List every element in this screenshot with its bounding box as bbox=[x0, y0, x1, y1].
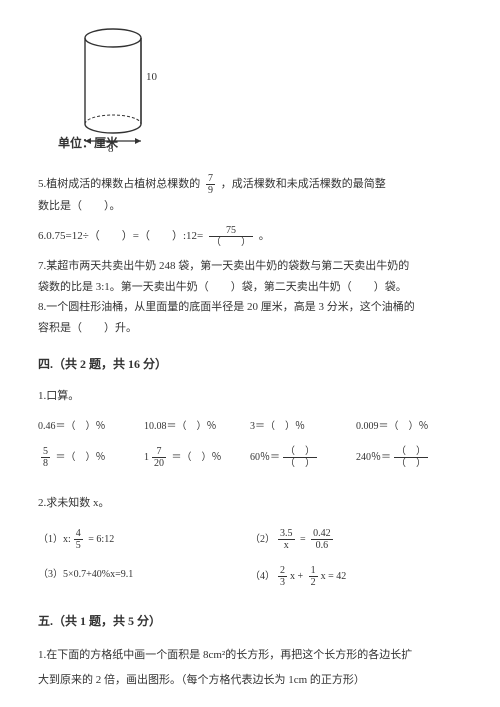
calc-row-2: 5 8 ＝（ ）％ 1 7 20 ＝（ ）％ 60％＝ （ ） （ ） 240％… bbox=[38, 446, 462, 469]
q6-fraction: 75 （ ） bbox=[209, 225, 253, 248]
unit-label: 单位：厘米 bbox=[58, 132, 462, 155]
frac-blank: （ ） （ ） bbox=[394, 446, 428, 469]
frac-5-8: 5 8 bbox=[41, 446, 50, 469]
q6-pre: 6.0.75=12÷（ ）=（ ）:12= bbox=[38, 230, 206, 242]
section-4-heading: 四.（共 2 题，共 16 分） bbox=[38, 353, 462, 376]
question-8: 8.一个圆柱形油桶，从里面量的底面半径是 20 厘米，高是 3 分米，这个油桶的… bbox=[38, 297, 462, 339]
sec4-sub1: 1.口算。 bbox=[38, 386, 462, 407]
calc-cell: 60％＝ （ ） （ ） bbox=[250, 446, 356, 469]
q5-line2: 数比是（ ）。 bbox=[38, 200, 121, 212]
q8-line1: 8.一个圆柱形油桶，从里面量的底面半径是 20 厘米，高是 3 分米，这个油桶的 bbox=[38, 301, 415, 313]
cylinder-diagram: 10 8 单位：厘米 bbox=[58, 24, 462, 155]
equation-row-2: （3）5×0.7+40%x=9.1 （4） 2 3 x + 1 2 x = 42 bbox=[38, 565, 462, 588]
question-5: 5.植树成活的棵数占植树总棵数的 7 9 ，成活棵数和未成活棵数的最简整 数比是… bbox=[38, 173, 462, 217]
frac-35-x: 3.5 x bbox=[278, 528, 295, 551]
question-7: 7.某超市两天共卖出牛奶 248 袋，第一天卖出牛奶的袋数与第二天卖出牛奶的 袋… bbox=[38, 256, 462, 298]
equation-4: （4） 2 3 x + 1 2 x = 42 bbox=[250, 565, 462, 588]
q6-post: 。 bbox=[259, 230, 270, 242]
calc-cell: 1 7 20 ＝（ ）％ bbox=[144, 446, 250, 469]
q5-fraction: 7 9 bbox=[206, 173, 215, 196]
q7-line2: 袋数的比是 3:1。第一天卖出牛奶（ ）袋，第二天卖出牛奶（ ）袋。 bbox=[38, 281, 407, 293]
sec4-sub2: 2.求未知数 x。 bbox=[38, 493, 462, 514]
calc-cell: 3＝（ ）％ bbox=[250, 417, 356, 436]
height-label: 10 bbox=[146, 71, 158, 83]
frac-7-20: 7 20 bbox=[152, 446, 166, 469]
section-5-heading: 五.（共 1 题，共 5 分） bbox=[38, 610, 462, 633]
q7-line1: 7.某超市两天共卖出牛奶 248 袋，第一天卖出牛奶的袋数与第二天卖出牛奶的 bbox=[38, 260, 409, 272]
calc-cell: 10.08＝（ ）％ bbox=[144, 417, 250, 436]
frac-1-2: 1 2 bbox=[309, 565, 318, 588]
frac-blank: （ ） （ ） bbox=[283, 446, 317, 469]
equation-2: （2） 3.5 x = 0.42 0.6 bbox=[250, 528, 462, 551]
frac-2-3: 2 3 bbox=[278, 565, 287, 588]
sec5-q1: 1.在下面的方格纸中画一个面积是 8cm²的长方形，再把这个长方形的各边长扩 大… bbox=[38, 643, 462, 694]
calc-cell: 0.46＝（ ）％ bbox=[38, 417, 144, 436]
q8-line2: 容积是（ ）升。 bbox=[38, 322, 137, 334]
calc-cell: 0.009＝（ ）％ bbox=[356, 417, 462, 436]
sec5-q1-line2: 大到原来的 2 倍，画出图形。（每个方格代表边长为 1cm 的正方形） bbox=[38, 674, 365, 686]
q5-mid: ，成活棵数和未成活棵数的最简整 bbox=[221, 178, 386, 190]
calc-cell: 240％＝ （ ） （ ） bbox=[356, 446, 462, 469]
frac-4-5: 4 5 bbox=[74, 528, 83, 551]
equation-1: （1）x: 4 5 = 6:12 bbox=[38, 528, 250, 551]
q5-pre: 5.植树成活的棵数占植树总棵数的 bbox=[38, 178, 203, 190]
sec5-q1-line1: 1.在下面的方格纸中画一个面积是 8cm²的长方形，再把这个长方形的各边长扩 bbox=[38, 649, 412, 661]
question-6: 6.0.75=12÷（ ）=（ ）:12= 75 （ ） 。 bbox=[38, 225, 462, 248]
calc-cell: 5 8 ＝（ ）％ bbox=[38, 446, 144, 469]
equation-row-1: （1）x: 4 5 = 6:12 （2） 3.5 x = 0.42 0.6 bbox=[38, 528, 462, 551]
equation-3: （3）5×0.7+40%x=9.1 bbox=[38, 565, 250, 588]
calc-row-1: 0.46＝（ ）％ 10.08＝（ ）％ 3＝（ ）％ 0.009＝（ ）％ bbox=[38, 417, 462, 436]
frac-042-06: 0.42 0.6 bbox=[311, 528, 333, 551]
